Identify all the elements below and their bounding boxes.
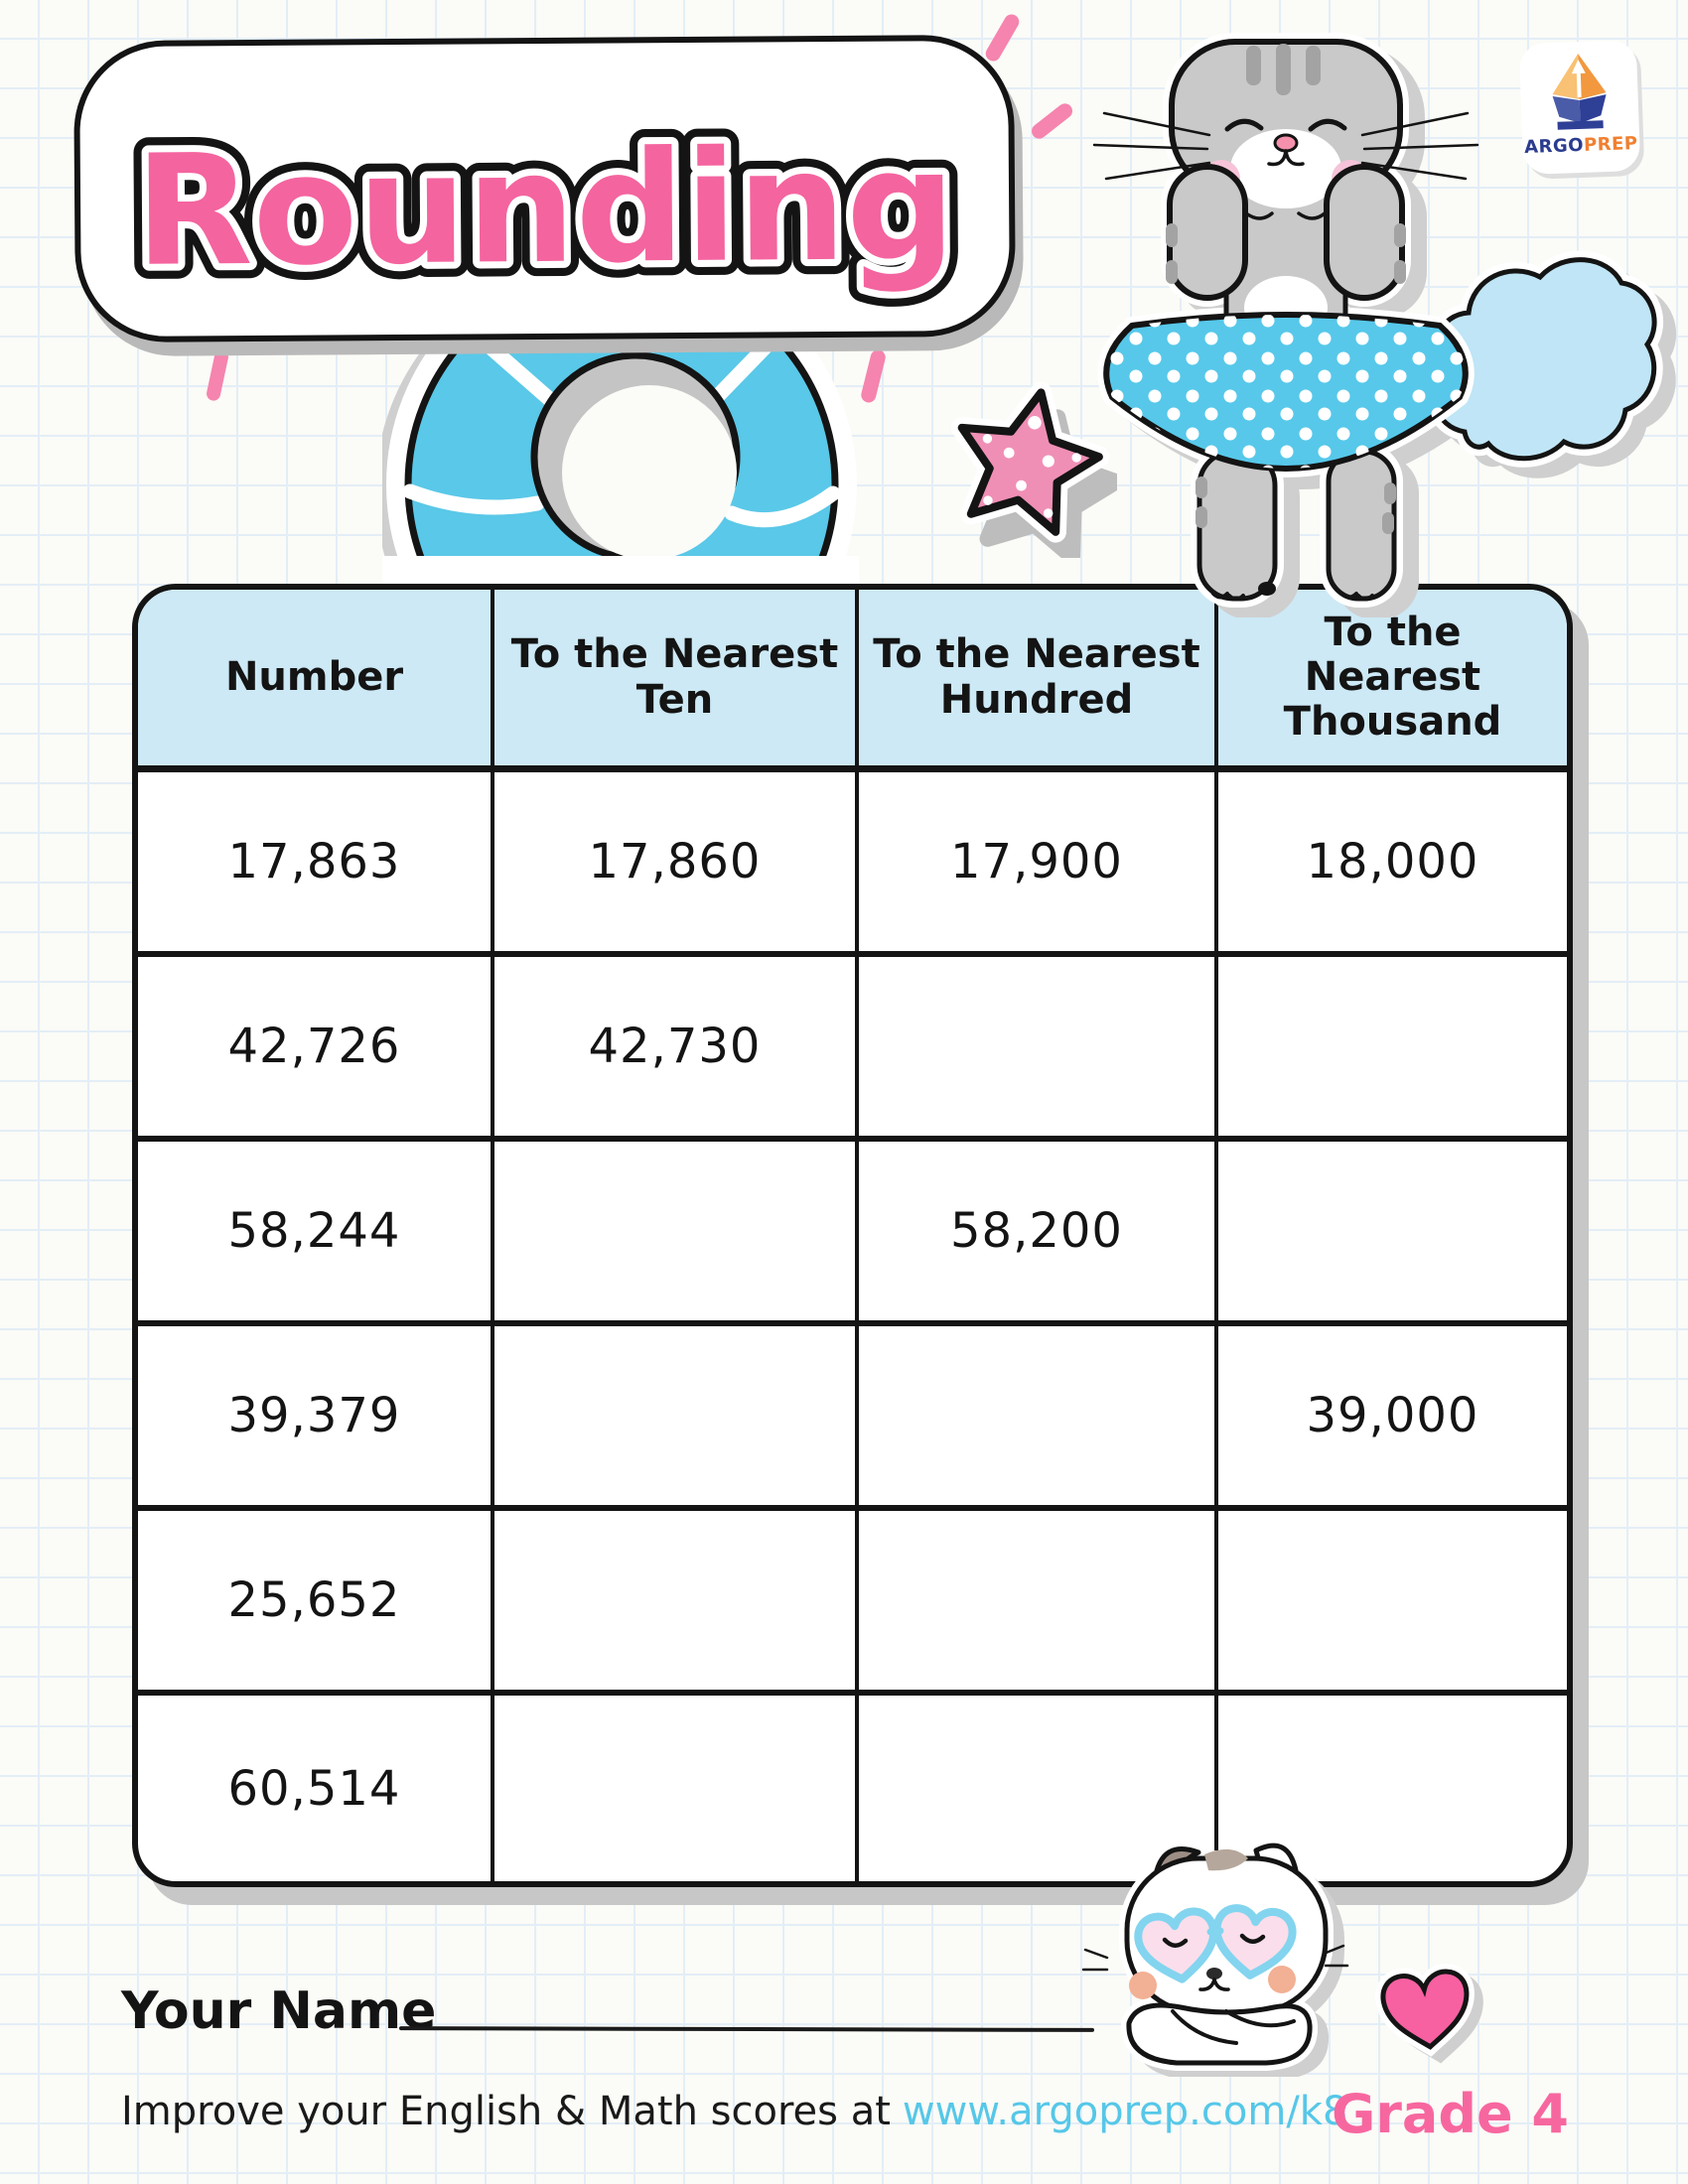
table-cell: 17,900 <box>859 772 1218 951</box>
table-cell: 58,244 <box>138 1142 494 1320</box>
page-title-white-stroke: Rounding <box>134 117 956 301</box>
answer-cell-empty <box>494 1696 859 1881</box>
table-cell: 17,863 <box>138 772 494 951</box>
table-row: 25,652 <box>138 1511 1567 1696</box>
rounding-table: Number To the Nearest Ten To the Nearest… <box>132 584 1573 1887</box>
column-header-nearest-hundred: To the Nearest Hundred <box>859 590 1218 765</box>
promo-line: Improve your English & Math scores at www… <box>121 2089 1347 2134</box>
page-title: Rounding <box>134 117 956 301</box>
table-cell: 39,000 <box>1306 1388 1479 1443</box>
table-cell: 42,730 <box>494 957 859 1136</box>
table-row: 60,514 <box>138 1696 1567 1881</box>
sparkle-dash-icon <box>205 348 230 402</box>
table-cell: 17,860 <box>494 772 859 951</box>
argoprep-logo: ARGOPREP <box>1518 39 1641 176</box>
table-row: 17,863 17,860 17,900 18,000 <box>138 772 1567 957</box>
title-banner: Rounding Rounding Rounding <box>72 34 1017 343</box>
answer-cell-empty <box>494 1142 859 1320</box>
answer-cell-empty <box>494 1511 859 1690</box>
answer-cell-empty <box>859 957 1218 1136</box>
answer-cell-empty <box>859 1326 1218 1505</box>
argoprep-wordmark: ARGOPREP <box>1524 133 1638 158</box>
cloud-illustration <box>1425 250 1677 478</box>
starfish-illustration <box>950 381 1117 558</box>
answer-cell-empty <box>494 1326 859 1505</box>
answer-cell-empty <box>1218 1511 1567 1690</box>
column-header-nearest-ten: To the Nearest Ten <box>494 590 859 765</box>
argoprep-pen-nib-icon <box>1552 54 1607 130</box>
column-header-number: Number <box>138 590 494 765</box>
brand-argo: ARGO <box>1523 134 1585 158</box>
table-cell: 60,514 <box>138 1696 494 1881</box>
table-cell: 42,726 <box>138 957 494 1136</box>
sparkle-dash-icon <box>859 347 888 405</box>
name-underline <box>398 2026 1095 2032</box>
table-header-row: Number To the Nearest Ten To the Nearest… <box>138 590 1567 772</box>
answer-cell-empty <box>859 1511 1218 1690</box>
name-label: Your Name <box>121 1981 437 2041</box>
table-row: 39,379 39,000 <box>138 1326 1567 1511</box>
answer-cell-empty <box>1218 1142 1567 1320</box>
table-cell: 39,379 <box>138 1326 494 1505</box>
swim-ring-illustration <box>382 253 859 586</box>
table-cell: 58,200 <box>859 1142 1218 1320</box>
answer-cell-empty <box>1218 957 1567 1136</box>
table-cell: 18,000 <box>1306 834 1479 889</box>
page-title-outline: Rounding <box>134 117 956 301</box>
brand-prep: PREP <box>1583 132 1638 156</box>
cat-mascot-illustration <box>1092 33 1677 617</box>
promo-text: Improve your English & Math scores at <box>121 2089 891 2134</box>
table-cell: 25,652 <box>138 1511 494 1690</box>
answer-cell-empty <box>859 1696 1218 1881</box>
cat-heart-glasses-illustration <box>1081 1838 1349 2077</box>
heart-icon <box>1375 1964 1483 2064</box>
table-row: 58,244 58,200 <box>138 1142 1567 1326</box>
table-row: 42,726 42,730 <box>138 957 1567 1142</box>
grade-badge: Grade 4 <box>1331 2083 1569 2145</box>
promo-link[interactable]: www.argoprep.com/k8 <box>902 2089 1348 2134</box>
